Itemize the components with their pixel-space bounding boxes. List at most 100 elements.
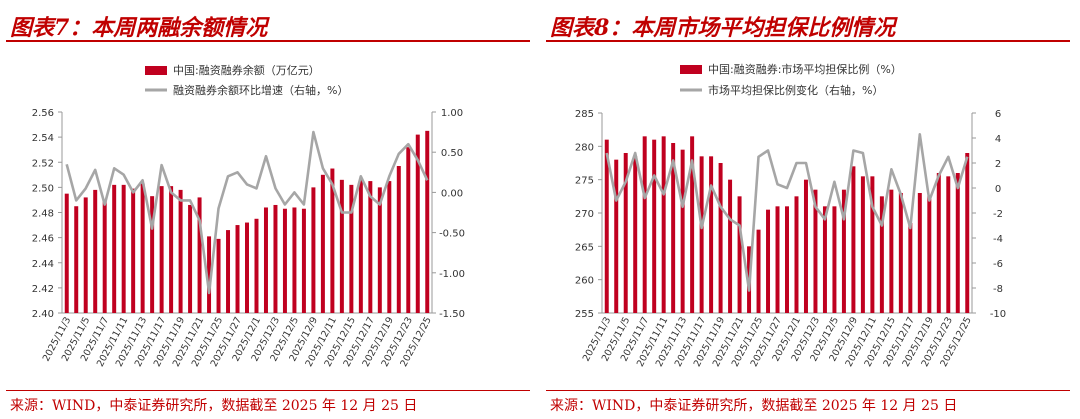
bar bbox=[406, 147, 411, 313]
bar bbox=[102, 199, 107, 313]
left-tick-label: 265 bbox=[575, 242, 594, 253]
right-tick-label: 4 bbox=[995, 134, 1001, 145]
bar bbox=[775, 206, 780, 313]
bar bbox=[330, 168, 335, 313]
bar bbox=[766, 209, 771, 313]
bar bbox=[396, 166, 401, 313]
bar bbox=[131, 188, 136, 313]
right-tick-label: -10 bbox=[990, 309, 1006, 320]
bar bbox=[728, 179, 733, 313]
bar bbox=[112, 184, 117, 313]
bar bbox=[339, 179, 344, 313]
bar bbox=[737, 196, 742, 313]
bar bbox=[368, 181, 373, 313]
bar bbox=[623, 153, 628, 313]
bar bbox=[889, 189, 894, 313]
bar bbox=[813, 189, 818, 313]
left-tick-label: 2.42 bbox=[32, 284, 54, 295]
legend-bar-label: 中国:融资融券:市场平均担保比例（%） bbox=[708, 62, 902, 76]
bar bbox=[841, 189, 846, 313]
right-tick-label: -4 bbox=[993, 234, 1003, 245]
figure-8-chart: 中国:融资融券:市场平均担保比例（%）市场平均担保比例变化（右轴，%）25526… bbox=[575, 62, 1006, 369]
bar bbox=[927, 196, 932, 313]
bar bbox=[349, 184, 354, 313]
bar bbox=[121, 184, 126, 313]
right-tick-label: -1.00 bbox=[439, 269, 465, 280]
bar bbox=[832, 206, 837, 313]
bar bbox=[756, 229, 761, 313]
legend-bar-swatch bbox=[680, 65, 702, 74]
bar bbox=[93, 189, 98, 313]
bar bbox=[709, 156, 714, 313]
bar bbox=[64, 193, 69, 313]
bar bbox=[699, 156, 704, 313]
bar bbox=[661, 136, 666, 313]
bar bbox=[150, 196, 155, 313]
right-tick-label: 1.00 bbox=[441, 108, 463, 119]
bar bbox=[803, 179, 808, 313]
bar bbox=[955, 173, 960, 313]
bar bbox=[908, 223, 913, 313]
left-tick-label: 2.50 bbox=[32, 183, 54, 194]
left-tick-label: 2.40 bbox=[32, 309, 54, 320]
figure-8-panel: 图表8：本周市场平均担保比例情况 中国:融资融券:市场平均担保比例（%） 市场平均… bbox=[540, 0, 1080, 419]
bar bbox=[917, 193, 922, 313]
bar bbox=[936, 173, 941, 313]
bar bbox=[652, 139, 657, 313]
right-tick-label: 6 bbox=[995, 109, 1001, 120]
bar bbox=[140, 183, 145, 313]
bar bbox=[235, 225, 240, 313]
left-tick-label: 260 bbox=[575, 276, 594, 287]
figure-8-source: 来源：WIND，中泰证券研究所，数据截至 2025 年 12 月 25 日 bbox=[550, 398, 958, 414]
figure-7-top-rule bbox=[6, 40, 530, 42]
left-tick-label: 2.56 bbox=[32, 108, 54, 119]
legend-bar-label: 中国:融资融券余额（万亿元） bbox=[173, 63, 320, 77]
left-tick-label: 2.48 bbox=[32, 209, 54, 220]
right-tick-label: -1.50 bbox=[439, 309, 465, 320]
right-tick-label: -6 bbox=[993, 259, 1003, 270]
bar bbox=[74, 206, 79, 313]
bar bbox=[946, 176, 951, 313]
figure-8-title: 图表8：本周市场平均担保比例情况 bbox=[550, 15, 896, 41]
bar bbox=[387, 181, 392, 313]
bar bbox=[226, 230, 231, 313]
bar bbox=[415, 134, 420, 313]
legend-line-label: 融资融券余额环比增速（右轴，%） bbox=[173, 83, 348, 97]
bar bbox=[320, 174, 325, 313]
left-tick-label: 255 bbox=[575, 309, 594, 320]
left-tick-label: 280 bbox=[575, 142, 594, 153]
figure-7-title: 图表7：本周两融余额情况 bbox=[10, 15, 268, 41]
bar bbox=[178, 189, 183, 313]
figure-7-bottom-rule bbox=[6, 390, 530, 391]
figure-8-top-rule bbox=[546, 40, 1070, 42]
bar bbox=[718, 163, 723, 313]
bar bbox=[851, 166, 856, 313]
figure-8-bottom-rule bbox=[546, 390, 1070, 391]
bar bbox=[254, 218, 259, 313]
figure-7-source: 来源：WIND，中泰证券研究所，数据截至 2025 年 12 月 25 日 bbox=[10, 398, 418, 414]
right-tick-label: -8 bbox=[993, 284, 1003, 295]
bar bbox=[965, 153, 970, 313]
legend-line-label: 市场平均担保比例变化（右轴，%） bbox=[708, 83, 883, 97]
right-tick-label: 0.50 bbox=[441, 148, 463, 159]
bar bbox=[614, 159, 619, 313]
bar bbox=[822, 206, 827, 313]
bar bbox=[604, 139, 609, 313]
bar bbox=[273, 204, 278, 313]
bar bbox=[898, 193, 903, 313]
bar bbox=[794, 196, 799, 313]
bar bbox=[311, 187, 316, 313]
right-tick-label: 2 bbox=[995, 159, 1001, 170]
left-tick-label: 2.44 bbox=[32, 259, 54, 270]
left-tick-label: 2.52 bbox=[32, 158, 54, 169]
bar bbox=[159, 186, 164, 313]
bar bbox=[169, 186, 174, 313]
bar bbox=[301, 208, 306, 313]
left-tick-label: 2.46 bbox=[32, 234, 54, 245]
left-tick-label: 285 bbox=[575, 109, 594, 120]
bar bbox=[425, 130, 430, 313]
bar bbox=[377, 187, 382, 313]
bar bbox=[245, 222, 249, 313]
bar bbox=[197, 197, 202, 313]
line-series bbox=[605, 133, 969, 292]
